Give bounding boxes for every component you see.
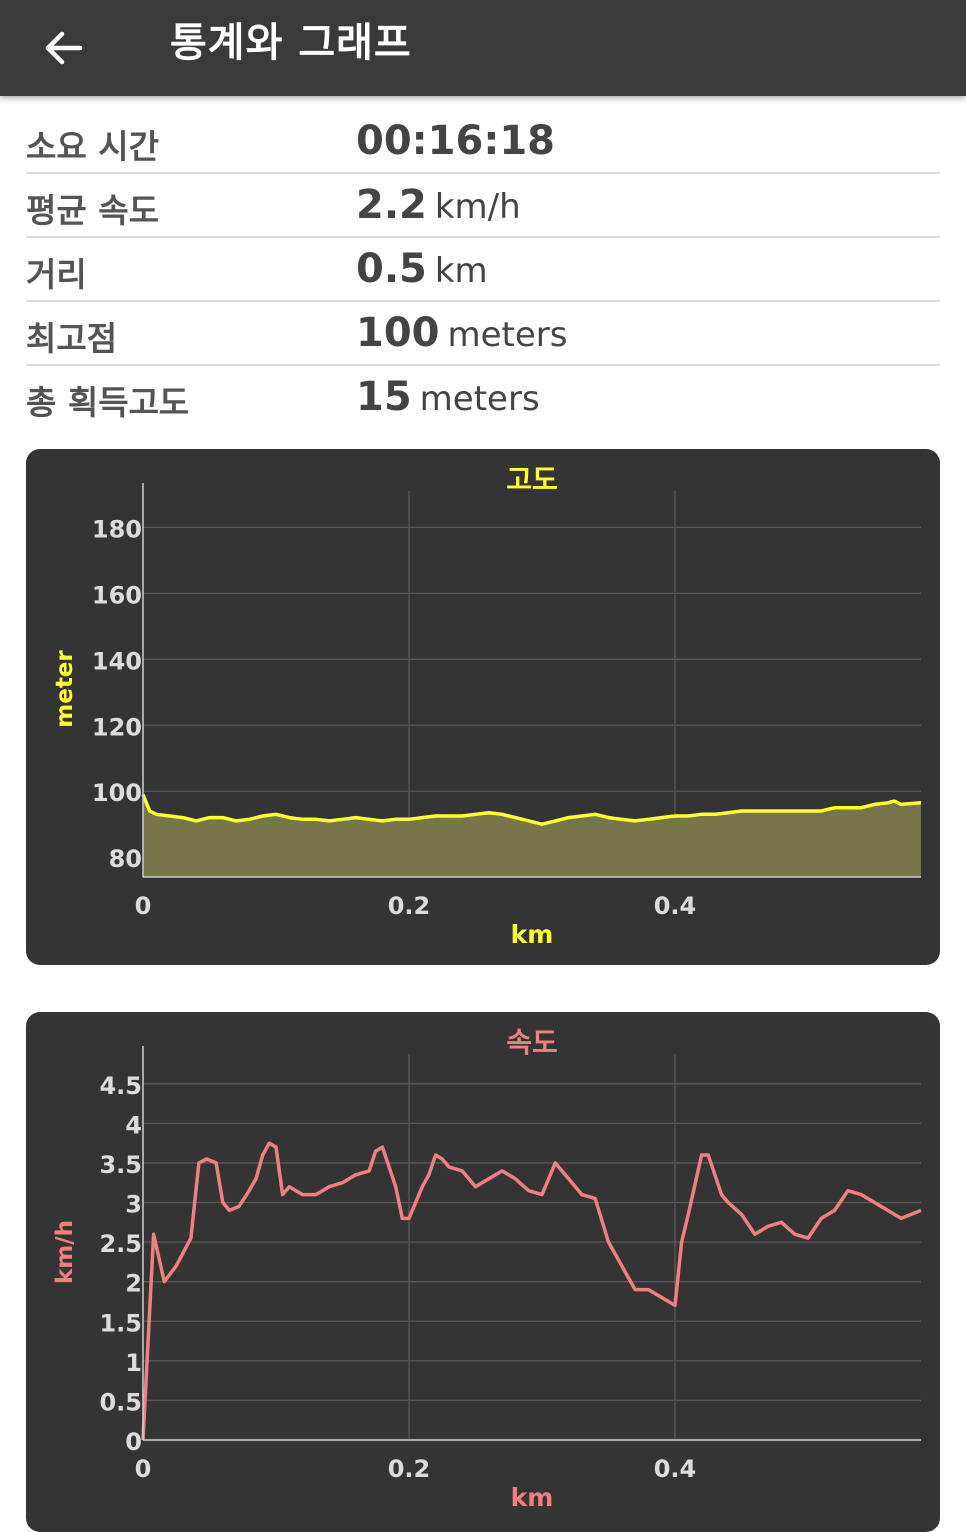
x-tick-label: 0	[135, 892, 152, 920]
y-tick-label: 0.5	[99, 1388, 142, 1416]
y-tick-label: 4.5	[99, 1072, 142, 1100]
y-tick-label: 2	[125, 1270, 142, 1298]
x-tick-label: 0.2	[388, 1455, 431, 1483]
chart-title: 고도	[506, 463, 558, 496]
y-tick-label: 160	[92, 581, 142, 609]
stat-unit: meters	[447, 315, 568, 355]
stat-number: 100	[356, 310, 440, 356]
series-line	[141, 793, 922, 826]
speed-chart-card: 0 0.5 1 1.5 2 2.5 3 3.5 4 4.5 0 0.2 0.4 속도 km km/h	[26, 1012, 940, 1532]
speed-chart: 0 0.5 1 1.5 2 2.5 3 3.5 4 4.5 0 0.2 0.4 속도 km km/h	[52, 1026, 922, 1512]
page-title: 통계와 그래프	[170, 20, 412, 66]
stat-value: 100 meters	[356, 310, 567, 356]
stat-value: 0.5 km	[356, 246, 488, 292]
x-tick-label: 0	[135, 1455, 152, 1483]
y-tick-label: 180	[92, 515, 142, 543]
x-tick-label: 0.4	[654, 1455, 697, 1483]
y-tick-label: 2.5	[99, 1230, 142, 1258]
series-line	[141, 1141, 922, 1441]
y-tick-label: 80	[109, 845, 142, 873]
stat-number: 00:16:18	[356, 118, 555, 164]
back-button[interactable]	[30, 14, 98, 82]
stat-number: 2.2	[356, 182, 427, 228]
y-tick-label: 120	[92, 713, 142, 741]
x-tick-label: 0.4	[654, 892, 697, 920]
stat-value: 15 meters	[356, 374, 540, 420]
stat-label: 평균 속도	[26, 191, 159, 230]
elevation-chart: 80 100 120 140 160 180 0 0.2 0.4 고도 km meter	[52, 463, 922, 949]
arrow-left-icon	[45, 31, 83, 65]
stat-unit: km/h	[434, 187, 521, 227]
stat-number: 15	[356, 374, 412, 420]
x-tick-label: 0.2	[388, 892, 431, 920]
y-axis-label: meter	[52, 650, 78, 728]
y-axis-label: km/h	[52, 1220, 78, 1284]
y-tick-label: 1	[125, 1349, 142, 1377]
y-tick-label: 0	[125, 1428, 142, 1456]
stat-value: 2.2 km/h	[356, 182, 521, 228]
stat-row-avg-speed: 평균 속도 2.2 km/h	[26, 174, 940, 238]
y-tick-label: 140	[92, 647, 142, 675]
stats-table: 소요 시간 00:16:18 평균 속도 2.2 km/h 거리 0.5 km 최고…	[26, 110, 940, 428]
stat-label: 총 획득고도	[26, 383, 190, 422]
stat-row-elevation-gain: 총 획득고도 15 meters	[26, 366, 940, 428]
y-tick-label: 1.5	[99, 1309, 142, 1337]
chart-title: 속도	[506, 1026, 558, 1059]
stat-row-highest-point: 최고점 100 meters	[26, 302, 940, 366]
stat-label: 거리	[26, 255, 87, 294]
stat-label: 소요 시간	[26, 127, 159, 166]
x-axis-label: km	[511, 920, 554, 949]
x-axis-label: km	[511, 1483, 554, 1512]
elevation-area-fill	[143, 794, 921, 877]
elevation-chart-card: 80 100 120 140 160 180 0 0.2 0.4 고도 km meter	[26, 449, 940, 965]
stat-unit: km	[434, 251, 488, 291]
stat-value: 00:16:18	[356, 118, 555, 164]
stat-row-distance: 거리 0.5 km	[26, 238, 940, 302]
y-tick-label: 4	[125, 1111, 142, 1139]
y-tick-label: 100	[92, 779, 142, 807]
y-tick-label: 3	[125, 1191, 142, 1219]
stat-row-duration: 소요 시간 00:16:18	[26, 110, 940, 174]
stat-number: 0.5	[356, 246, 427, 292]
app-bar: 통계와 그래프	[0, 0, 966, 96]
stat-label: 최고점	[26, 319, 118, 358]
stat-unit: meters	[419, 379, 540, 419]
y-tick-label: 3.5	[99, 1151, 142, 1179]
